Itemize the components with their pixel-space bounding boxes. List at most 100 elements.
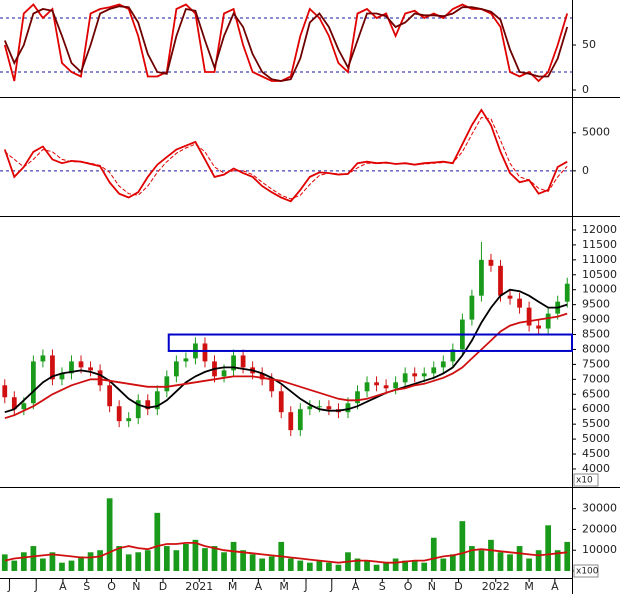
candle-body xyxy=(59,373,65,380)
volume-bar xyxy=(20,552,27,571)
x-tick-label: A xyxy=(255,580,263,593)
candle-body xyxy=(412,373,418,377)
candle-body xyxy=(231,355,236,371)
volume-bar xyxy=(11,560,18,571)
candle-body xyxy=(488,259,494,266)
y-tick-label: 0 xyxy=(582,164,589,177)
volume-bar xyxy=(383,562,389,571)
volume-bar xyxy=(1,554,8,571)
y-tick-label: 10500 xyxy=(582,268,617,281)
candle-body xyxy=(221,370,227,377)
x-tick-label: A xyxy=(59,580,67,593)
volume-bar xyxy=(230,541,237,571)
series-line xyxy=(3,3,569,83)
volume-bar xyxy=(402,560,409,571)
candle-body xyxy=(97,370,103,386)
volume-bar xyxy=(478,550,485,571)
y-tick-label: 5000 xyxy=(582,126,610,139)
series-line xyxy=(3,5,569,82)
volume-bar xyxy=(335,564,342,571)
candle-body xyxy=(11,397,17,410)
candle-body xyxy=(126,418,132,422)
y-tick-label: 8000 xyxy=(582,342,610,355)
y-tick-label: 0 xyxy=(582,83,589,96)
volume-bar xyxy=(287,558,294,571)
volume-bar xyxy=(364,560,370,571)
candle-body xyxy=(431,367,437,374)
volume-bar xyxy=(221,552,227,571)
candle-body xyxy=(450,349,456,362)
volume-bar xyxy=(497,552,504,571)
volume-bar xyxy=(326,562,332,571)
volume-bar xyxy=(106,498,113,571)
x-tick-label: O xyxy=(107,580,116,593)
volume-bar xyxy=(297,560,304,571)
y-tick-label: 4500 xyxy=(582,447,610,460)
candle-body xyxy=(517,298,522,308)
candle-body xyxy=(88,367,93,371)
candle-body xyxy=(564,283,570,302)
x-tick-label: A xyxy=(551,580,559,593)
candle-body xyxy=(145,400,151,410)
volume-bar xyxy=(316,560,323,571)
candle-body xyxy=(507,295,513,299)
x-tick-label: M xyxy=(279,580,289,593)
candle-body xyxy=(393,382,399,389)
candle-body xyxy=(78,361,84,368)
volume-bar xyxy=(459,521,466,571)
candle-body xyxy=(240,355,246,368)
y-tick-label: 8500 xyxy=(582,328,610,341)
candle-body xyxy=(164,376,170,392)
candle-body xyxy=(183,358,189,362)
candle-body xyxy=(288,412,294,431)
y-tick-label: 7500 xyxy=(582,357,610,370)
y-tick-label: 9000 xyxy=(582,313,610,326)
candle-body xyxy=(69,361,74,374)
candle-body xyxy=(21,403,27,410)
volume-bar xyxy=(211,546,218,571)
volume-bar xyxy=(488,539,494,571)
y-unit-label: x100 xyxy=(576,567,599,577)
y-tick-label: 9500 xyxy=(582,298,610,311)
y-tick-label: 10000 xyxy=(582,283,617,296)
x-tick-label: A xyxy=(352,580,360,593)
candle-body xyxy=(202,343,208,362)
volume-bar xyxy=(97,550,103,571)
volume-bar xyxy=(192,539,199,571)
candle-body xyxy=(526,307,532,326)
volume-bar xyxy=(449,554,456,571)
x-tick-label: 2021 xyxy=(185,580,213,593)
volume-bar xyxy=(306,562,313,571)
volume-bar xyxy=(173,550,180,571)
volume-bar xyxy=(392,558,399,571)
candle-body xyxy=(440,361,446,368)
y-tick-label: 50 xyxy=(582,38,596,51)
candle-body xyxy=(30,361,36,404)
volume-bar xyxy=(440,558,447,571)
candle-body xyxy=(316,406,322,408)
candle-body xyxy=(40,355,46,362)
candle-body xyxy=(278,391,284,413)
volume-bar xyxy=(49,552,56,571)
candle-body xyxy=(355,391,360,404)
candle-body xyxy=(479,259,484,296)
series-line xyxy=(3,108,568,203)
volume-bar xyxy=(202,548,208,571)
candle-body xyxy=(107,385,113,407)
candle-body xyxy=(345,403,351,413)
x-tick-label: D xyxy=(159,580,167,593)
volume-bar xyxy=(411,560,418,571)
x-tick-label: N xyxy=(132,580,140,593)
candle-body xyxy=(2,385,8,398)
volume-bar xyxy=(421,562,428,571)
volume-bar xyxy=(516,546,523,571)
x-tick-label: J xyxy=(303,580,307,593)
unit-box xyxy=(573,564,599,578)
volume-bar xyxy=(564,541,571,571)
y-tick-label: 12000 xyxy=(582,223,617,236)
volume-bar xyxy=(554,550,561,571)
y-tick-label: 30000 xyxy=(582,502,617,515)
volume-bar xyxy=(507,554,513,571)
volume-bar xyxy=(59,562,65,571)
